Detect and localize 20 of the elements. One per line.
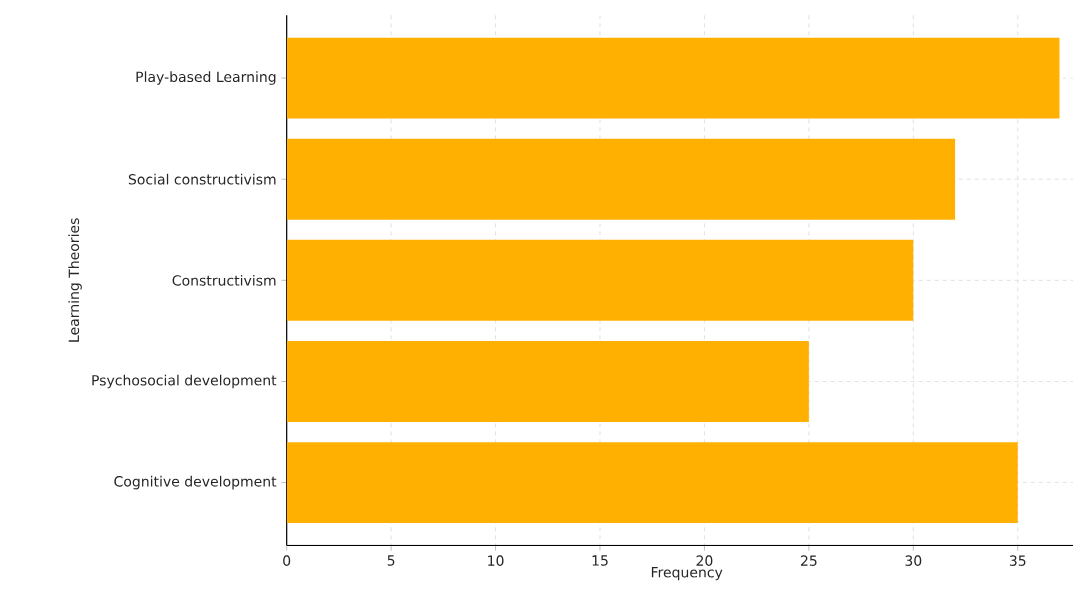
y-tick-label: Cognitive development <box>114 475 277 490</box>
y-axis-title: Learning Theories <box>68 218 82 342</box>
x-tick-label: 15 <box>592 555 608 566</box>
x-tick-label: 20 <box>696 555 713 566</box>
x-tick-label: 0 <box>283 555 291 566</box>
bar <box>286 138 956 220</box>
y-tick-label: Constructivism <box>172 274 276 286</box>
x-tick-label: 30 <box>905 555 922 566</box>
x-tick-label: 10 <box>488 555 504 566</box>
y-tick-label: Psychosocial development <box>92 374 277 389</box>
x-axis-title: Frequency <box>651 567 723 581</box>
x-tick-label: 25 <box>800 555 817 566</box>
bar <box>286 37 1060 119</box>
y-tick-label: Play-based Learning <box>136 71 276 85</box>
bar <box>286 239 914 321</box>
bar <box>286 341 809 422</box>
x-tick-label: 35 <box>1009 555 1026 566</box>
x-tick-label: 5 <box>387 555 395 566</box>
y-tick-label: Social constructivism <box>128 173 276 185</box>
bar <box>286 442 1018 524</box>
